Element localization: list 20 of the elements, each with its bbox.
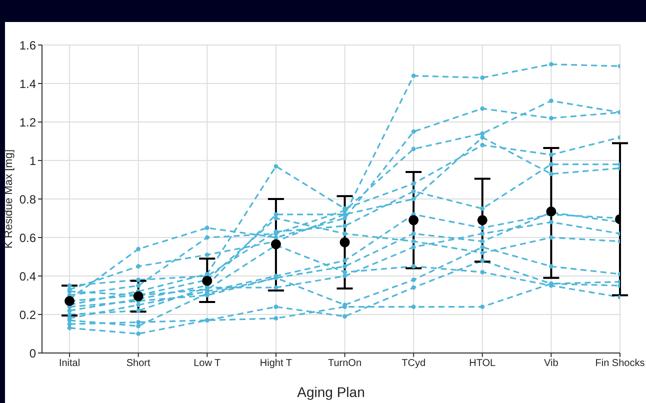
x-tick-label: Vib bbox=[544, 358, 559, 370]
y-tick-label: 1 bbox=[29, 154, 36, 168]
y-tick-label: 1.6 bbox=[19, 38, 36, 52]
y-tick-label: 0 bbox=[29, 346, 36, 360]
x-tick-label: Short bbox=[126, 358, 151, 370]
x-tick-label: Fin Shocks bbox=[595, 358, 645, 370]
y-tick-label: 0.8 bbox=[19, 192, 36, 206]
y-tick-label: 1.4 bbox=[19, 76, 36, 91]
x-axis-title: Aging Plan bbox=[297, 384, 365, 400]
y-tick-label: 1.2 bbox=[19, 115, 36, 130]
y-tick-label: 0.6 bbox=[19, 230, 36, 245]
x-tick-label: TurnOn bbox=[328, 358, 362, 370]
y-tick-label: 0.4 bbox=[19, 269, 36, 284]
x-tick-label: Hight T bbox=[260, 358, 292, 370]
x-tick-label: Inital bbox=[58, 358, 80, 370]
x-tick-label: HTOL bbox=[469, 358, 496, 370]
y-tick-label: 0.2 bbox=[19, 308, 36, 322]
x-tick-label: Low T bbox=[194, 358, 221, 370]
y-axis-title: K Residue Max [mg] bbox=[2, 149, 15, 249]
x-tick-label: TCyd bbox=[402, 358, 426, 370]
